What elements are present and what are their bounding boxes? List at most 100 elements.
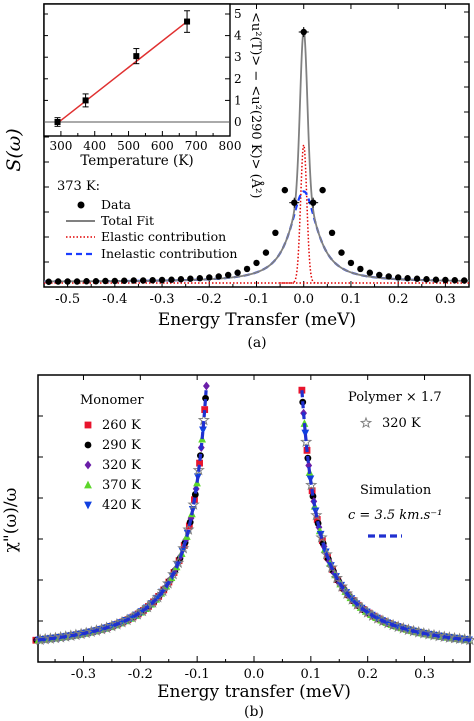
data-point — [309, 199, 317, 206]
panel-b: -0.3 -0.2 -0.1 0.0 0.1 0.2 0.3 χ"(ω)/ω Energy … — [1, 374, 474, 720]
legend-b-simulation-param: c = 3.5 km.s⁻¹ — [348, 508, 442, 523]
b-point-square — [298, 386, 306, 394]
b-point-triangle-down — [199, 426, 207, 435]
panel-a-ylabel: S(ω) — [3, 128, 25, 171]
data-point — [224, 271, 232, 279]
a-x-tick-label: -0.1 — [244, 292, 269, 307]
data-point — [64, 278, 71, 285]
inset-x-tick-label: 400 — [83, 139, 106, 153]
data-point — [130, 277, 137, 284]
legend-b-label-370: 370 K — [102, 478, 141, 493]
data-point — [338, 249, 345, 256]
b-point-star — [417, 626, 430, 639]
legend-a-inelastic-label: Inelastic contribution — [101, 246, 237, 261]
inset-y-tick-label: 0 — [234, 115, 242, 129]
data-point — [45, 278, 52, 285]
data-point — [177, 276, 185, 283]
data-point — [291, 199, 298, 206]
b-point-star — [300, 435, 313, 448]
panel-a-xlabel: Energy Transfer (meV) — [158, 310, 356, 330]
b-point-square — [196, 459, 203, 467]
a-x-tick-label: -0.4 — [102, 292, 127, 307]
data-point — [196, 275, 204, 282]
b-x-tick-label: 0.1 — [300, 667, 321, 682]
panel-b-legend: Monomer 260 K 290 K 320 K 370 K 420 K Po… — [80, 390, 442, 538]
inset-point — [133, 53, 140, 60]
inset-x-tick-label: 500 — [117, 139, 140, 153]
panel-a-x-ticks: -0.5 -0.4 -0.3 -0.2 -0.1 0.0 0.1 0.2 0.3 — [43, 4, 470, 307]
b-point-star — [120, 613, 134, 626]
legend-a-data-label: Data — [101, 197, 131, 212]
legend-b-polymer-title: Polymer × 1.7 — [348, 390, 442, 405]
b-point-star — [69, 628, 83, 641]
data-point — [73, 278, 81, 285]
data-point — [404, 275, 411, 282]
data-point — [376, 271, 383, 279]
legend-a-elastic-label: Elastic contribution — [101, 229, 226, 244]
data-point — [102, 277, 109, 285]
b-point-star — [305, 478, 318, 491]
b-x-tick-label: 0.0 — [244, 667, 265, 682]
a-x-tick-label: 0.3 — [435, 292, 456, 307]
inset-xlabel: Temperature (K) — [80, 153, 193, 169]
legend-b-title: Monomer — [80, 393, 144, 408]
inset-y-tick-label: 3 — [234, 50, 242, 64]
inset-x-tick-label: 800 — [219, 139, 242, 153]
inset-ylabel: <u²(T)> − <u²(290 K)> (Å²) — [248, 12, 264, 198]
panel-a-label: (a) — [247, 335, 266, 351]
b-point-star — [427, 628, 441, 641]
legend-b-marker-triangle-up — [84, 480, 92, 489]
legend-b-label-260: 260 K — [102, 418, 141, 433]
data-point — [385, 273, 392, 280]
legend-b-marker-triangle-down — [84, 501, 92, 510]
b-point-diamond — [202, 381, 210, 391]
inset-fit-line — [57, 20, 188, 124]
panel-b-x-ticks: -0.3 -0.2 -0.1 0.0 0.1 0.2 0.3 — [54, 375, 454, 682]
legend-a-title: 373 K: — [57, 179, 100, 194]
data-point — [423, 276, 430, 283]
b-point-star — [131, 608, 144, 620]
data-point — [121, 277, 128, 284]
inset-y-tick-label: 4 — [234, 29, 242, 43]
panel-b-ylabel: χ"(ω)/ω — [1, 487, 21, 552]
inset-y-tick-label: 1 — [234, 93, 242, 107]
inset-x-tick-label: 700 — [185, 139, 208, 153]
panel-a-data-points — [45, 27, 468, 285]
data-point — [300, 28, 307, 36]
b-point-star — [192, 463, 205, 476]
b-point-square — [313, 516, 321, 523]
inset-x-tick-label: 600 — [151, 139, 174, 153]
b-x-tick-label: -0.2 — [128, 667, 153, 682]
a-x-tick-label: 0.2 — [388, 292, 409, 307]
legend-b-simulation-title: Simulation — [360, 483, 432, 498]
data-point — [281, 186, 289, 194]
b-point-star — [90, 624, 103, 636]
b-x-tick-label: -0.1 — [185, 667, 210, 682]
legend-b-marker-square — [84, 421, 92, 429]
b-point-star — [438, 630, 451, 643]
data-point — [442, 276, 449, 284]
b-point-star — [387, 618, 400, 631]
data-point — [413, 275, 421, 282]
data-point — [92, 278, 100, 285]
data-point — [451, 277, 459, 284]
b-point-star — [407, 624, 420, 637]
a-x-tick-label: 0.0 — [293, 292, 314, 307]
legend-a-data-marker — [77, 201, 85, 209]
b-point-star — [49, 631, 62, 644]
b-point-star — [100, 621, 113, 634]
inset-y-tick-label: 2 — [234, 72, 242, 86]
data-point — [432, 276, 440, 283]
data-point — [262, 249, 270, 256]
data-point — [394, 274, 402, 281]
data-point — [139, 277, 147, 284]
legend-b-label-320: 320 K — [102, 458, 141, 473]
b-point-star — [151, 590, 164, 603]
data-point — [149, 277, 156, 284]
inset-point — [82, 97, 89, 104]
a-x-tick-label: -0.2 — [197, 292, 222, 307]
simulation-curve — [37, 390, 471, 642]
b-point-square — [201, 406, 209, 413]
inset-chart: 300 400 500 600 700 800 0 1 2 3 4 5 Temperature (K)… — [43, 3, 264, 198]
